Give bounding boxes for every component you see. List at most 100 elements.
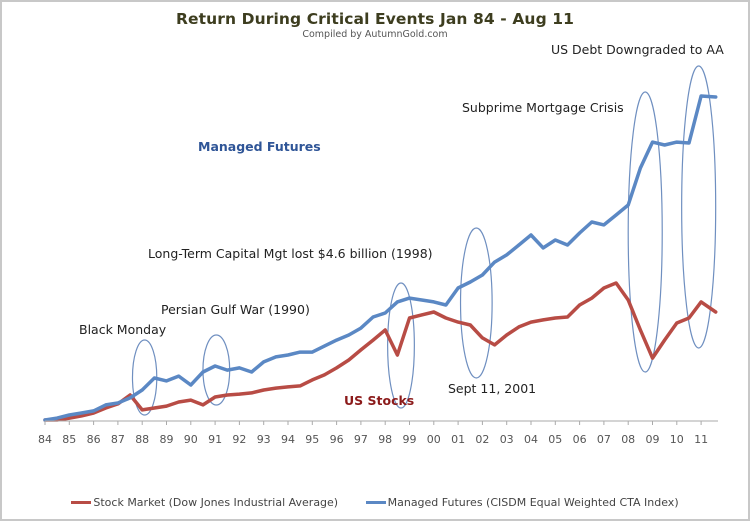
annotation-ltcm: Long-Term Capital Mgt lost $4.6 billion … <box>148 246 433 261</box>
data-point-managed-futures <box>335 338 339 342</box>
series-lines <box>43 94 718 422</box>
data-point-stock-market <box>383 328 387 332</box>
series-line-managed-futures <box>43 94 718 422</box>
data-point-managed-futures <box>213 364 217 368</box>
data-point-managed-futures <box>687 141 691 145</box>
data-point-managed-futures <box>371 315 375 319</box>
annotation-sept-11: Sept 11, 2001 <box>448 381 536 396</box>
data-point-stock-market <box>420 313 424 317</box>
data-point-managed-futures <box>250 370 254 374</box>
event-ellipse <box>681 65 717 349</box>
data-point-stock-market <box>517 325 521 329</box>
x-tick-label: 03 <box>500 433 514 446</box>
data-point-stock-market <box>468 323 472 327</box>
data-point-stock-market <box>408 316 411 320</box>
data-point-managed-futures <box>651 140 654 144</box>
data-point-managed-futures <box>274 355 278 359</box>
event-ellipse <box>627 91 663 373</box>
data-point-managed-futures <box>553 238 557 242</box>
annotation-black-monday: Black Monday <box>79 322 167 337</box>
data-point-managed-futures <box>128 396 132 400</box>
data-point-managed-futures <box>590 220 594 224</box>
data-point-stock-market <box>347 358 351 362</box>
data-point-managed-futures <box>578 231 582 235</box>
legend-swatch-managed-futures <box>365 501 386 504</box>
data-point-managed-futures <box>383 311 387 315</box>
legend-item-stocks[interactable]: Stock Market (Dow Jones Industrial Avera… <box>71 496 338 509</box>
data-point-managed-futures <box>322 344 326 348</box>
data-point-managed-futures <box>67 413 71 417</box>
x-tick-label: 89 <box>160 433 174 446</box>
data-point-stock-market <box>79 414 83 418</box>
x-tick-label: 05 <box>548 433 562 446</box>
x-tick-label: 85 <box>62 433 76 446</box>
x-tick-label: 87 <box>111 433 125 446</box>
x-tick-label: 94 <box>281 433 295 446</box>
data-point-stock-market <box>371 338 375 342</box>
x-tick-label: 98 <box>378 433 392 446</box>
data-point-stock-market <box>310 378 314 382</box>
data-point-managed-futures <box>165 379 168 383</box>
data-point-stock-market <box>286 385 290 389</box>
data-point-managed-futures <box>614 213 618 217</box>
data-point-stock-market <box>687 316 691 320</box>
data-point-stock-market <box>541 318 545 322</box>
data-point-managed-futures <box>626 203 630 207</box>
data-point-stock-market <box>67 416 71 420</box>
data-point-managed-futures <box>565 243 569 247</box>
x-tick-label: 01 <box>451 433 465 446</box>
data-point-managed-futures <box>92 409 96 413</box>
data-point-stock-market <box>529 320 533 324</box>
data-point-stock-market <box>444 316 448 320</box>
data-point-managed-futures <box>177 374 181 378</box>
data-point-managed-futures <box>468 280 472 284</box>
data-point-managed-futures <box>432 300 436 304</box>
data-point-managed-futures <box>237 366 241 370</box>
data-point-managed-futures <box>359 326 363 330</box>
data-point-stock-market <box>432 310 436 314</box>
data-point-stock-market <box>395 353 399 357</box>
data-point-managed-futures <box>104 403 108 407</box>
data-point-stock-market <box>663 338 667 342</box>
label-us-stocks: US Stocks <box>344 393 414 408</box>
x-tick-label: 91 <box>208 433 222 446</box>
x-tick-label: 09 <box>646 433 660 446</box>
data-point-managed-futures <box>480 273 484 277</box>
data-point-stock-market <box>262 388 266 392</box>
data-point-stock-market <box>250 391 254 395</box>
data-point-managed-futures <box>395 300 399 304</box>
legend-label-managed-futures: Managed Futures (CISDM Equal Weighted CT… <box>387 496 679 509</box>
x-tick-label: 02 <box>475 433 489 446</box>
data-point-managed-futures <box>663 143 667 147</box>
data-point-managed-futures <box>408 296 411 300</box>
data-point-managed-futures <box>541 246 545 250</box>
x-tick-label: 97 <box>354 433 368 446</box>
x-tick-label: 11 <box>694 433 708 446</box>
data-point-managed-futures <box>79 411 83 415</box>
data-point-stock-market <box>225 393 229 397</box>
data-point-managed-futures <box>529 233 533 237</box>
x-tick-label: 92 <box>232 433 246 446</box>
data-point-managed-futures <box>189 383 193 387</box>
annotation-persian-gulf-war: Persian Gulf War (1990) <box>161 302 310 317</box>
annotation-subprime-crisis: Subprime Mortgage Crisis <box>462 100 624 115</box>
data-point-stock-market <box>274 386 278 390</box>
data-point-stock-market <box>505 333 509 337</box>
data-point-managed-futures <box>699 94 703 98</box>
x-tick-label: 07 <box>597 433 611 446</box>
legend-item-managed-futures[interactable]: Managed Futures (CISDM Equal Weighted CT… <box>365 496 679 509</box>
data-point-stock-market <box>614 281 618 285</box>
data-point-managed-futures <box>55 416 59 420</box>
label-managed-futures: Managed Futures <box>198 139 321 154</box>
event-ellipse <box>387 282 415 409</box>
x-tick-label: 10 <box>670 433 684 446</box>
data-point-managed-futures <box>262 360 266 364</box>
data-point-stock-market <box>165 404 168 408</box>
x-tick-label: 04 <box>524 433 538 446</box>
data-point-stock-market <box>699 300 703 304</box>
data-point-managed-futures <box>140 388 144 392</box>
chart-subtitle: Compiled by AutumnGold.com <box>302 29 448 40</box>
x-tick-label: 06 <box>573 433 587 446</box>
